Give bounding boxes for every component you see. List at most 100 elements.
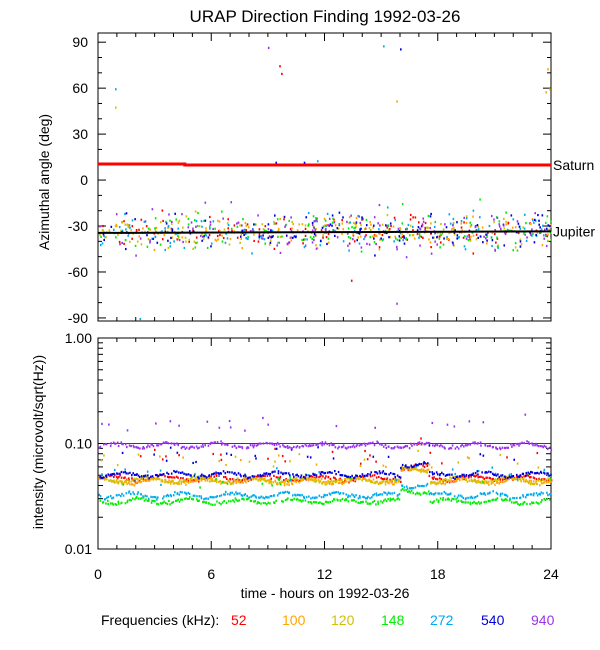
azimuth-point-100 [452, 229, 455, 232]
intensity-point-540 [519, 474, 522, 477]
intensity-point-540 [157, 475, 159, 478]
azimuth-point-940 [230, 201, 233, 204]
intensity-point-272 [473, 496, 476, 499]
intensity-point-940 [376, 440, 378, 443]
azimuth-point-148 [187, 223, 190, 226]
intensity-point-120 [537, 466, 540, 469]
intensity-point-540 [408, 466, 410, 469]
intensity-point-120 [103, 454, 105, 457]
intensity-point-272 [207, 497, 210, 500]
azimuth-point-52 [140, 218, 143, 221]
intensity-point-52 [283, 479, 285, 482]
intensity-point-148 [137, 497, 140, 500]
azimuth-point-100 [217, 219, 219, 222]
intensity-point-148 [469, 502, 472, 506]
azimuth-point-940 [286, 242, 289, 245]
azimuth-point-940 [395, 245, 398, 249]
intensity-point-148 [457, 499, 460, 502]
intensity-point-148 [345, 498, 348, 501]
intensity-point-120 [152, 478, 155, 481]
intensity-point-940 [202, 445, 205, 448]
intensity-point-272 [483, 492, 486, 495]
intensity-point-52 [197, 480, 200, 483]
intensity-point-120 [493, 478, 496, 481]
intensity-point-940 [130, 444, 132, 448]
intensity-point-52 [530, 476, 532, 479]
azimuth-point-100 [218, 229, 221, 232]
intensity-point-540 [378, 470, 381, 473]
intensity-point-940 [461, 443, 463, 446]
azimuth-point-100 [327, 241, 330, 244]
intensity-point-272 [184, 491, 186, 494]
azimuth-point-52 [161, 238, 164, 241]
azimuth-outlier-52 [350, 279, 353, 282]
intensity-point-272 [363, 496, 365, 499]
azimuth-point-100 [279, 217, 281, 221]
intensity-point-148 [381, 501, 384, 504]
intensity-point-120 [229, 483, 232, 486]
intensity-point-540 [332, 457, 335, 460]
intensity-point-148 [319, 501, 321, 504]
intensity-point-540 [448, 473, 451, 476]
intensity-point-540 [195, 460, 197, 464]
intensity-point-540 [365, 474, 368, 477]
intensity-point-940 [456, 445, 458, 449]
intensity-point-540 [548, 474, 550, 477]
intensity-point-100 [269, 478, 271, 481]
intensity-point-148 [537, 502, 539, 505]
intensity-point-272 [453, 495, 456, 498]
intensity-point-272 [513, 497, 516, 500]
intensity-point-120 [327, 481, 329, 484]
azimuth-point-100 [541, 244, 544, 247]
intensity-point-52 [535, 478, 538, 481]
intensity-point-100 [116, 481, 119, 484]
intensity-point-52 [238, 478, 240, 482]
intensity-point-272 [200, 495, 202, 498]
intensity-point-272 [196, 495, 198, 498]
intensity-point-148 [417, 492, 419, 495]
azimuth-point-940 [314, 220, 316, 223]
intensity-point-940 [381, 443, 383, 446]
intensity-point-540 [484, 471, 486, 474]
intensity-point-272 [150, 495, 152, 498]
intensity-point-100 [545, 481, 548, 484]
azimuth-point-120 [268, 243, 271, 246]
intensity-point-148 [532, 501, 535, 504]
intensity-point-52 [133, 479, 135, 482]
azimuth-point-148 [441, 232, 444, 235]
azimuth-point-272 [357, 214, 360, 218]
azimuth-point-272 [382, 238, 385, 241]
intensity-point-940 [418, 441, 421, 444]
intensity-point-540 [240, 475, 242, 478]
intensity-point-148 [142, 496, 145, 499]
azimuth-point-148 [214, 227, 216, 230]
intensity-point-940 [474, 441, 476, 444]
intensity-point-148 [187, 497, 189, 501]
intensity-point-100 [323, 481, 325, 484]
intensity-point-540 [218, 472, 220, 475]
azimuth-point-148 [124, 238, 127, 242]
azimuth-point-120 [99, 233, 101, 236]
intensity-point-540 [389, 471, 392, 475]
intensity-point-272 [333, 491, 335, 494]
legend-entry-272: 272 [430, 612, 454, 628]
intensity-point-52 [543, 478, 545, 481]
intensity-point-272 [176, 492, 179, 495]
intensity-point-52 [533, 477, 536, 480]
intensity-point-148 [500, 498, 503, 501]
intensity-point-940 [159, 443, 162, 446]
intensity-point-940 [496, 447, 499, 451]
azimuth-point-120 [522, 226, 524, 229]
intensity-point-120 [382, 480, 385, 483]
intensity-point-540 [154, 473, 157, 477]
azimuth-point-120 [503, 227, 506, 230]
azimuth-point-148 [277, 235, 279, 238]
intensity-point-940 [135, 446, 137, 449]
intensity-point-120 [205, 477, 208, 481]
intensity-point-148 [469, 501, 471, 504]
intensity-point-940 [195, 445, 198, 448]
intensity-point-100 [402, 469, 405, 472]
intensity-point-148 [437, 501, 440, 504]
azimuth-point-148 [418, 233, 421, 236]
intensity-point-272 [331, 491, 334, 495]
